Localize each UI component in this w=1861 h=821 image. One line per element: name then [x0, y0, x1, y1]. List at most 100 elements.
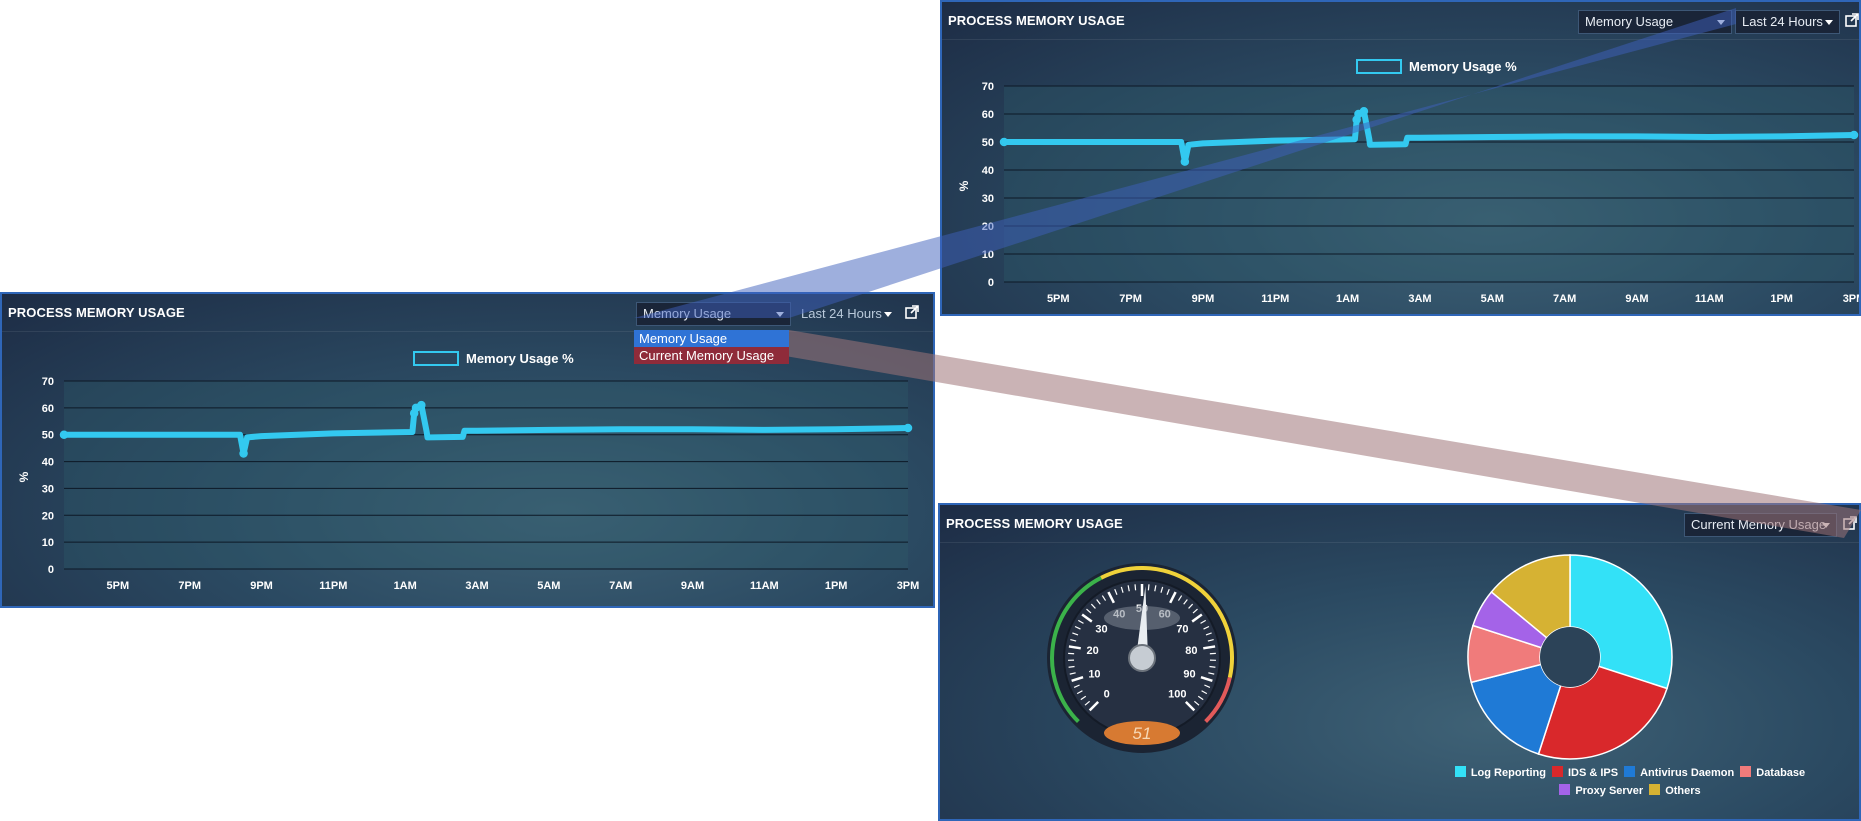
gauge-tick [1188, 603, 1194, 609]
gauge-tick [1068, 665, 1075, 668]
range-select-value: Last 24 Hours [1742, 14, 1823, 29]
line-chart: 0 10 20 30 40 50 60 70% 5PM 7PM 9PM 11PM 1AM 3AM 5AM 7A… [957, 59, 1859, 305]
gauge-tick [1147, 584, 1150, 591]
y-tick-label: 60 [982, 109, 994, 121]
legend-label: Memory Usage % [1409, 59, 1517, 74]
gauge-tick [1072, 632, 1079, 636]
metric-select[interactable]: Current Memory Usage [1684, 513, 1837, 537]
gauge-tick [1203, 625, 1210, 630]
gauge-band [1204, 677, 1232, 724]
gauge-tick [1183, 599, 1188, 605]
data-point [239, 449, 248, 458]
dropdown-option-memory-usage[interactable]: Memory Usage [634, 330, 789, 347]
gauge-tick [1068, 645, 1081, 650]
y-tick-label: 30 [42, 483, 54, 495]
metric-select-value: Current Memory Usage [1691, 517, 1827, 532]
pie-hole [1540, 627, 1600, 687]
x-tick-label: 11PM [319, 580, 347, 592]
caret-down-icon [1717, 20, 1725, 25]
x-tick-label: 11AM [750, 580, 779, 592]
gauge-tick [1209, 665, 1216, 668]
gauge-tick [1154, 585, 1157, 592]
caret-down-icon [1822, 523, 1830, 528]
y-tick-label: 20 [982, 221, 994, 233]
y-tick-label: 10 [42, 537, 54, 549]
panel-header: PROCESS MEMORY USAGE Memory Usage Last 2… [2, 294, 933, 332]
pie-slice [1569, 554, 1673, 690]
legend-row: Proxy Server Others [1430, 781, 1830, 799]
gauge-tick [1069, 672, 1076, 675]
y-tick-label: 40 [982, 165, 994, 177]
x-tick-label: 3AM [465, 580, 488, 592]
metric-select-value: Memory Usage [643, 306, 732, 321]
legend-label: Proxy Server [1575, 785, 1644, 797]
legend-item: Proxy Server [1559, 784, 1643, 797]
legend-label: Others [1665, 785, 1701, 797]
legend-swatch [1624, 766, 1636, 777]
legend-item: Database [1740, 766, 1805, 779]
y-tick-label: 70 [42, 376, 54, 388]
x-tick-label: 11PM [1261, 293, 1289, 305]
left-panel: PROCESS MEMORY USAGE Memory Usage Last 2… [0, 292, 935, 608]
external-link-icon[interactable] [905, 305, 919, 319]
legend-item: Log Reporting [1454, 766, 1546, 779]
y-tick-label: 10 [982, 249, 994, 261]
x-tick-label: 5AM [537, 580, 560, 592]
legend-swatch [413, 351, 459, 366]
gauge-tick [1076, 690, 1083, 695]
x-tick-label: 9AM [1625, 293, 1648, 305]
caret-down-icon [776, 312, 784, 317]
x-tick-label: 7AM [609, 580, 632, 592]
y-tick-label: 0 [48, 564, 54, 576]
gauge-tick [1081, 613, 1093, 623]
panel-title: PROCESS MEMORY USAGE [946, 516, 1123, 531]
gauge-tick [1080, 695, 1087, 701]
gauge-tick [1201, 690, 1208, 695]
legend-item: Antivirus Daemon [1624, 766, 1734, 779]
x-tick-label: 5PM [107, 580, 130, 592]
plot-area [64, 381, 908, 569]
gauge-tick [1086, 608, 1092, 614]
y-tick-label: 40 [42, 457, 54, 469]
external-link-icon[interactable] [1845, 13, 1859, 27]
gauge-tick-label: 80 [1185, 645, 1197, 657]
gauge-tick [1120, 586, 1124, 593]
gauge-tick [1191, 613, 1203, 623]
pie-chart [1467, 554, 1673, 760]
legend-swatch [1356, 59, 1402, 74]
y-tick-label: 50 [982, 137, 994, 149]
legend-swatch [1559, 784, 1571, 795]
y-tick-label: 30 [982, 193, 994, 205]
gauge-band [1050, 576, 1103, 724]
metric-select[interactable]: Memory Usage [636, 302, 791, 326]
data-point [417, 400, 426, 410]
external-link-icon[interactable] [1843, 516, 1857, 530]
panel-title: PROCESS MEMORY USAGE [8, 305, 185, 320]
x-tick-label: 9PM [1192, 293, 1215, 305]
gauge-readout-bg [1104, 721, 1180, 745]
gauge-tick-label: 20 [1086, 645, 1098, 657]
dropdown-option-current-memory-usage[interactable]: Current Memory Usage [634, 347, 789, 364]
gauge-tick-label: 10 [1088, 668, 1100, 680]
panel-header: PROCESS MEMORY USAGE Memory Usage Last 2… [942, 2, 1859, 40]
y-tick-label: 60 [42, 403, 54, 415]
gauge-tick [1207, 639, 1214, 642]
x-tick-label: 5AM [1481, 293, 1504, 305]
x-tick-label: 3PM [1843, 293, 1859, 305]
range-select[interactable]: Last 24 Hours [794, 302, 899, 326]
plot-area [1004, 86, 1854, 282]
legend-swatch [1454, 766, 1466, 777]
gauge-tick-label: 0 [1104, 688, 1110, 700]
gauge-tick [1070, 639, 1077, 642]
x-tick-label: 7PM [178, 580, 201, 592]
gauge-needle [1136, 586, 1148, 658]
gauge-tick [1205, 632, 1212, 636]
legend-label: IDS & IPS [1567, 767, 1619, 779]
x-tick-label: 9PM [250, 580, 273, 592]
metric-dropdown-menu: Memory Usage Current Memory Usage [634, 330, 789, 364]
metric-select[interactable]: Memory Usage [1578, 10, 1732, 34]
gauge-tick [1074, 625, 1081, 630]
caret-down-icon [1825, 20, 1833, 25]
gauge-tick [1194, 700, 1200, 706]
range-select[interactable]: Last 24 Hours [1735, 10, 1840, 34]
